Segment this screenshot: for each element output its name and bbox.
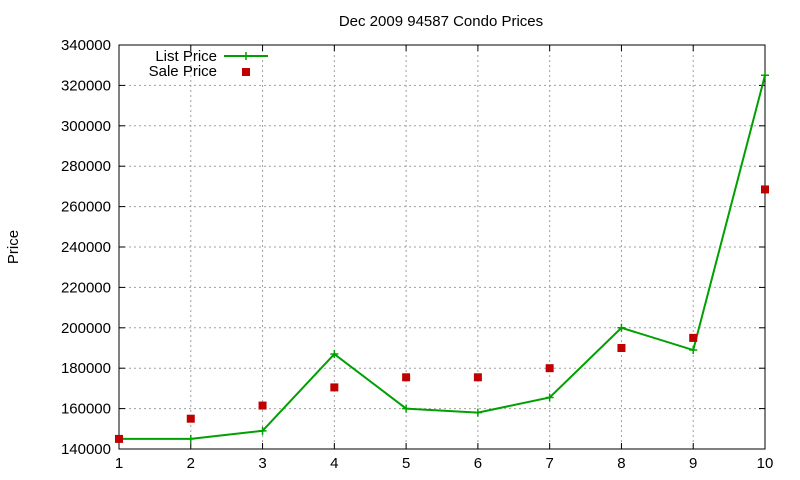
list-price-line	[119, 75, 766, 440]
list-price-point	[402, 404, 411, 413]
list-price-point	[689, 346, 698, 355]
x-tick-label: 6	[474, 455, 482, 472]
y-tick-label: 180000	[61, 360, 111, 377]
axis-ticks: 140000 160000 180000 200000 220000 240000 2600…	[61, 37, 773, 472]
sale-price-point	[689, 333, 698, 342]
sale-price-point	[402, 373, 411, 382]
y-tick-label: 200000	[61, 320, 111, 337]
x-tick-label: 1	[115, 455, 123, 472]
sale-price-point	[545, 364, 554, 373]
y-tick-label: 340000	[61, 37, 111, 54]
chart-title: Dec 2009 94587 Condo Prices	[339, 13, 543, 30]
list-price-point	[186, 434, 195, 443]
list-price-point	[258, 426, 267, 435]
series-layer	[115, 71, 769, 443]
list-price-point	[617, 323, 626, 332]
legend: List Price Sale Price	[149, 48, 268, 80]
list-price-point	[330, 350, 339, 359]
sale-price-point	[186, 414, 195, 423]
list-price-point	[761, 71, 769, 80]
y-axis-label: Price	[5, 230, 22, 264]
legend-marker-sale-price	[242, 68, 250, 76]
x-tick-label: 10	[757, 455, 774, 472]
sale-price-point	[617, 344, 626, 352]
sale-price-point	[258, 401, 267, 410]
x-tick-label: 4	[330, 455, 338, 472]
sale-price-point	[115, 434, 123, 443]
sale-price-point	[473, 373, 482, 382]
sale-price-point	[330, 383, 339, 392]
y-tick-label: 240000	[61, 239, 111, 256]
legend-label-sale-price: Sale Price	[149, 63, 217, 80]
legend-marker-list-price	[242, 52, 250, 60]
x-tick-label: 3	[258, 455, 266, 472]
list-price-point	[545, 393, 554, 402]
x-tick-label: 8	[617, 455, 625, 472]
sale-price-point	[761, 185, 769, 194]
y-tick-label: 220000	[61, 279, 111, 296]
y-tick-label: 260000	[61, 199, 111, 216]
grid-lines	[119, 45, 765, 449]
y-tick-label: 160000	[61, 401, 111, 418]
x-tick-label: 5	[402, 455, 410, 472]
y-tick-label: 300000	[61, 118, 111, 135]
y-tick-label: 320000	[61, 77, 111, 94]
y-tick-label: 280000	[61, 158, 111, 175]
list-price-point	[473, 408, 482, 417]
x-tick-label: 9	[689, 455, 697, 472]
x-tick-label: 2	[187, 455, 195, 472]
y-tick-label: 140000	[61, 441, 111, 458]
plot-frame	[118, 44, 766, 450]
x-tick-label: 7	[545, 455, 553, 472]
legend-label-list-price: List Price	[155, 48, 217, 65]
